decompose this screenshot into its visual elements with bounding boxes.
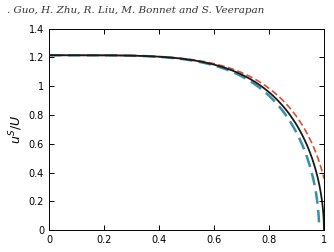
Text: . Guo, H. Zhu, R. Liu, M. Bonnet and S. Veerapan: . Guo, H. Zhu, R. Liu, M. Bonnet and S. … xyxy=(7,6,264,15)
Y-axis label: $u^S/U$: $u^S/U$ xyxy=(7,115,24,144)
